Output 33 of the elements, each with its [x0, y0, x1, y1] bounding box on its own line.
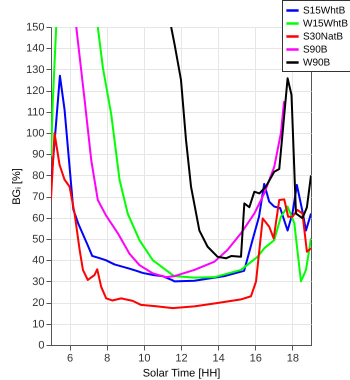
y-tick-label: 140 [26, 42, 44, 55]
y-tick-label: 110 [26, 106, 44, 118]
x-tick-label: 6 [67, 352, 74, 364]
legend-label: W90B [303, 58, 331, 68]
y-tick-label: 40 [32, 254, 44, 267]
legend-label: S30NatB [303, 32, 344, 42]
y-tick-label: 80 [32, 170, 44, 182]
line-series [51, 74, 311, 282]
x-axis-title: Solar Time [HH] [142, 368, 220, 380]
y-tick-label: 50 [32, 234, 44, 246]
y-tick-label: 150 [26, 22, 44, 34]
y-tick-label: 60 [32, 212, 44, 224]
y-tick-label: 0 [38, 340, 44, 352]
y-tick-label: 90 [32, 148, 44, 161]
x-tick-label: 18 [286, 352, 300, 364]
y-axis-title: BGᵢ [%] [11, 168, 24, 205]
y-tick-label: 20 [32, 297, 44, 310]
x-tick-label: 16 [250, 352, 262, 364]
x-tick-label: 8 [104, 352, 110, 364]
x-tick-label: 14 [212, 352, 225, 364]
line-series [51, 132, 311, 310]
y-tick-label: 10 [32, 318, 44, 330]
y-tick-label: 130 [26, 64, 44, 76]
line-series [75, 27, 286, 278]
y-tick-label: 70 [32, 191, 44, 204]
y-tick-label: 30 [32, 276, 44, 288]
legend-label: S90B [303, 44, 328, 56]
legend-label: W15WhtB [303, 18, 348, 30]
x-tick-label: 10 [138, 352, 150, 364]
y-tick-label: 120 [26, 85, 44, 98]
y-tick-label: 100 [26, 128, 44, 140]
legend-label: S15WhtB [303, 6, 346, 16]
x-tick-label: 12 [175, 352, 188, 364]
